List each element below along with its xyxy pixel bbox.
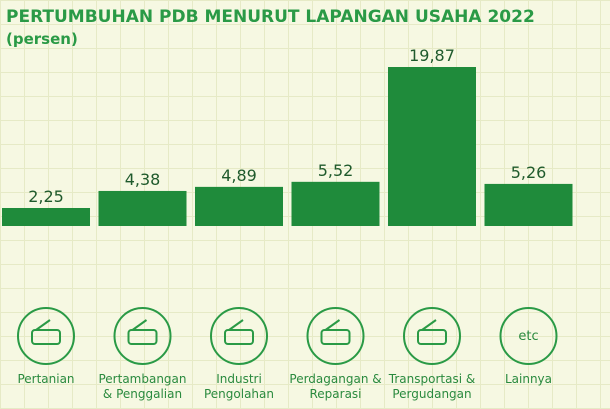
icon-glyph (224, 329, 254, 345)
icon-glyph (324, 319, 341, 331)
icon-glyph (417, 329, 447, 345)
x-tick-label: Industri Pengolahan (203, 372, 274, 401)
icon-circle (499, 307, 558, 365)
icon-circle (306, 307, 365, 365)
value-label: 19,87 (409, 46, 455, 65)
bar (484, 183, 573, 226)
x-tick-label: Pertambangan & Penggalian (98, 372, 187, 401)
bar (195, 186, 283, 226)
value-label: 5,26 (511, 163, 547, 182)
icon-glyph (131, 319, 148, 331)
chart-subtitle: (persen) (6, 30, 78, 48)
value-label: 5,52 (318, 161, 354, 180)
icon-glyph (320, 329, 351, 345)
bar (388, 67, 476, 226)
x-tick-label: Transportasi & Pergudangan (388, 372, 476, 401)
icon-glyph (35, 319, 51, 331)
icon-circle (403, 307, 461, 365)
icon-circle (210, 307, 268, 365)
x-tick-label: Perdagangan & Reparasi (289, 372, 382, 401)
icon-glyph (31, 329, 61, 345)
icon-glyph (421, 319, 437, 331)
icon-glyph (228, 319, 244, 331)
x-tick-label: Lainnya (504, 372, 553, 386)
value-label: 4,89 (221, 166, 257, 185)
bar (2, 207, 90, 226)
value-label: 2,25 (28, 187, 64, 206)
chart-title: PERTUMBUHAN PDB MENURUT LAPANGAN USAHA 2… (6, 7, 535, 27)
icon-circle (17, 307, 75, 365)
icon-glyph (127, 329, 158, 345)
value-label: 4,38 (125, 170, 161, 189)
bar (291, 181, 380, 226)
x-tick-label: Pertanian (17, 372, 75, 386)
icon-text: etc (518, 329, 538, 344)
icon-circle (113, 307, 172, 365)
bar (98, 190, 187, 226)
